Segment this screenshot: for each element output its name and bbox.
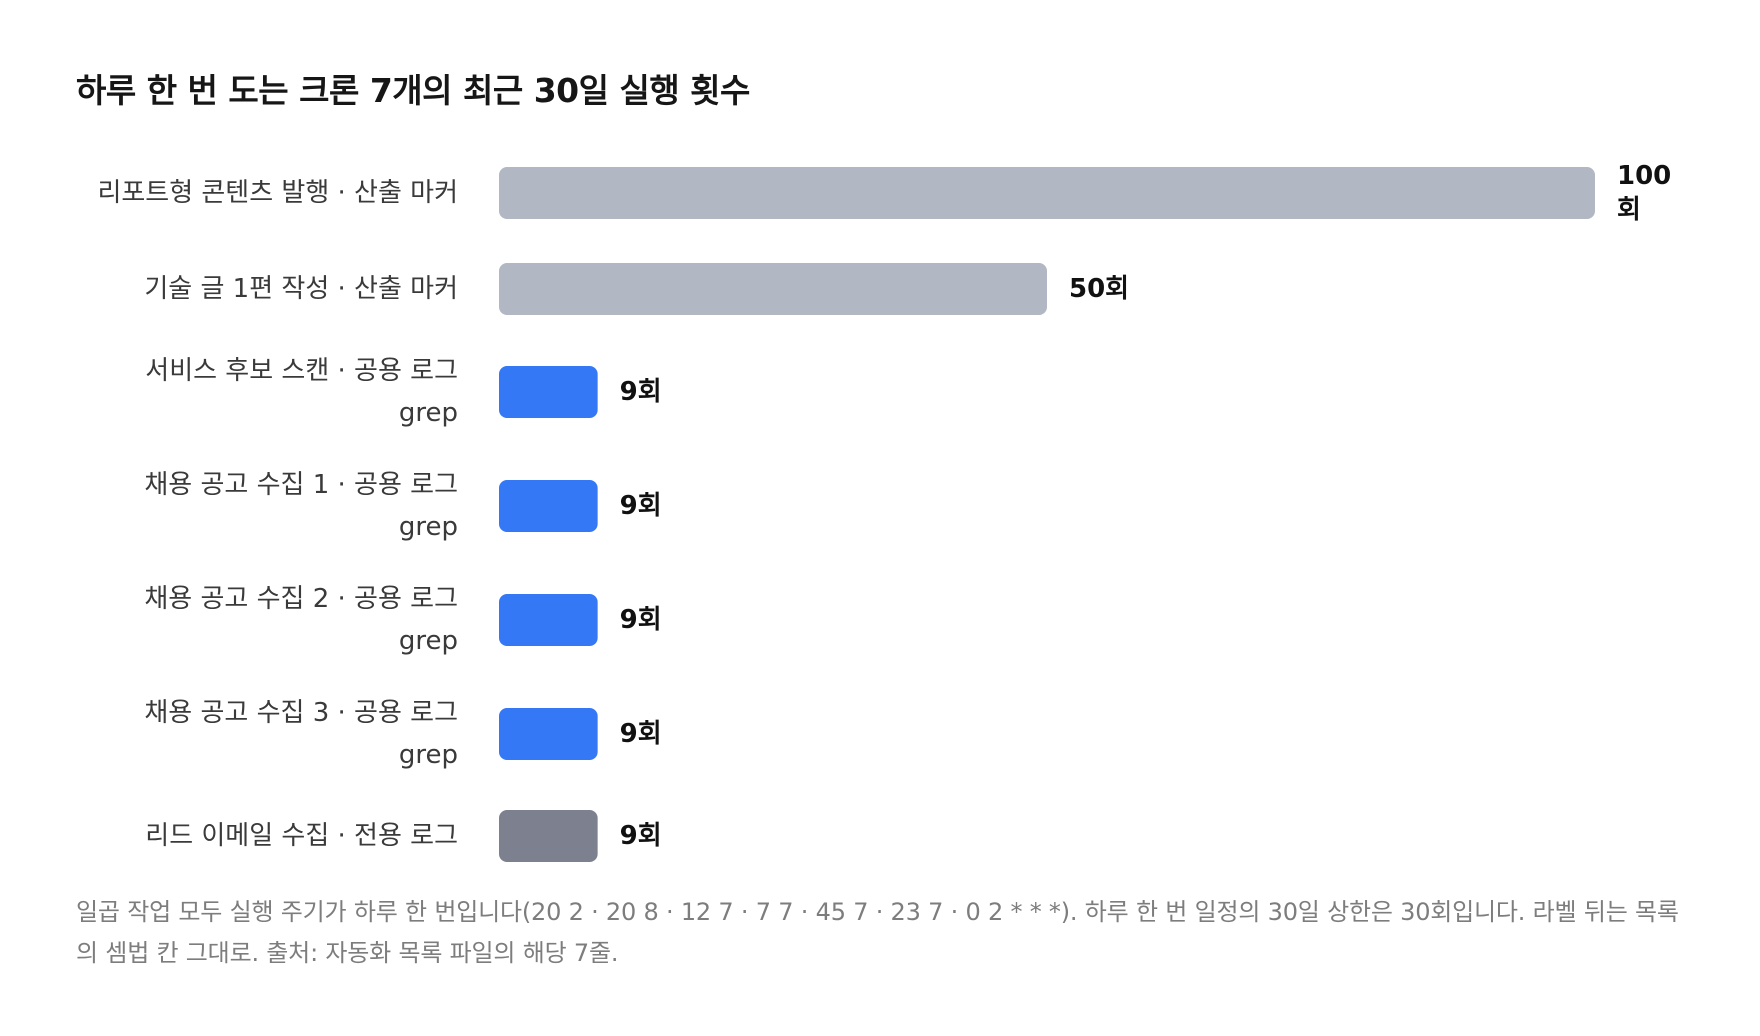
bar-chart: 리포트형 콘텐츠 발행 · 산출 마커 100 회기술 글 1편 작성 · 산출 마… bbox=[97, 161, 1671, 862]
bar bbox=[499, 708, 598, 760]
bar bbox=[499, 366, 598, 418]
category-label: 채용 공고 수집 2 · 공용 로그 grep bbox=[144, 584, 458, 656]
category-label: 서비스 후보 스캔 · 공용 로그 grep bbox=[145, 356, 458, 428]
bar bbox=[499, 810, 598, 862]
bar bbox=[499, 167, 1595, 219]
category-label: 리포트형 콘텐츠 발행 · 산출 마커 bbox=[97, 178, 458, 208]
value-label: 9회 bbox=[620, 719, 662, 749]
value-label: 9회 bbox=[620, 491, 662, 521]
chart-footnote: 일곱 작업 모두 실행 주기가 하루 한 번입니다(20 2 · 20 8 · … bbox=[76, 898, 1679, 967]
bar bbox=[499, 263, 1047, 315]
chart-title: 하루 한 번 도는 크론 7개의 최근 30일 실행 횟수 bbox=[76, 71, 750, 110]
category-label: 채용 공고 수집 1 · 공용 로그 grep bbox=[144, 470, 458, 542]
value-label: 100 회 bbox=[1617, 161, 1671, 225]
value-label: 9회 bbox=[620, 377, 662, 407]
value-label: 9회 bbox=[620, 605, 662, 635]
category-label: 기술 글 1편 작성 · 산출 마커 bbox=[144, 274, 458, 304]
value-label: 9회 bbox=[620, 821, 662, 851]
bar bbox=[499, 594, 598, 646]
category-label: 리드 이메일 수집 · 전용 로그 bbox=[145, 821, 458, 851]
value-label: 50회 bbox=[1069, 274, 1129, 304]
category-label: 채용 공고 수집 3 · 공용 로그 grep bbox=[144, 698, 458, 770]
bar bbox=[499, 480, 598, 532]
